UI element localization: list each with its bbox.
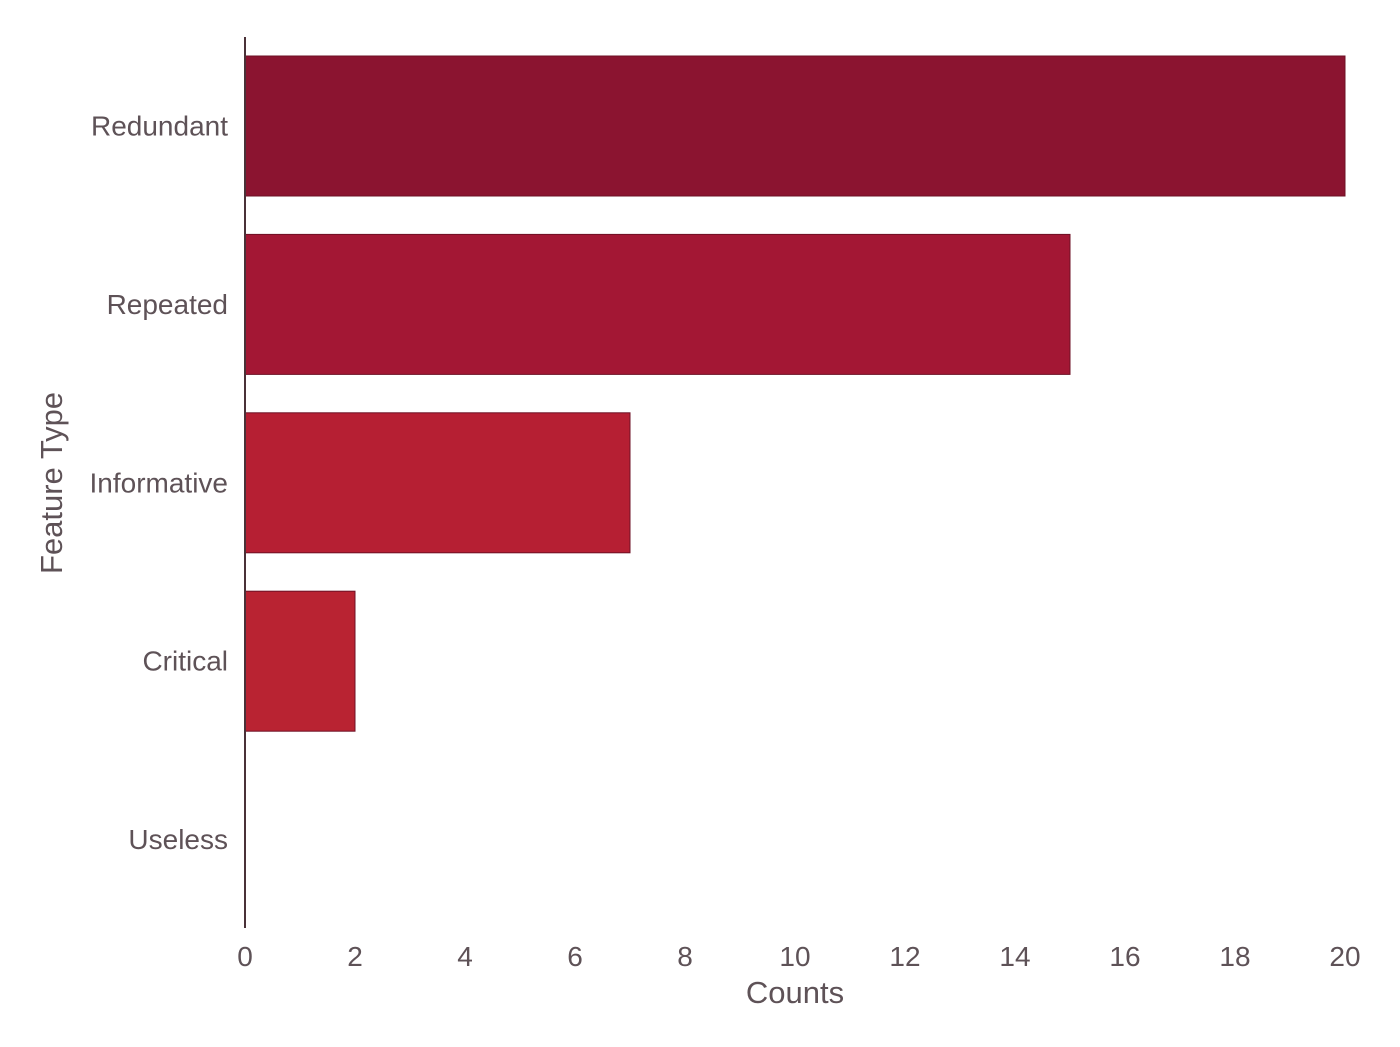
category-label-informative: Informative (90, 467, 229, 498)
x-tick-label-16: 16 (1109, 941, 1140, 972)
x-axis-title: Counts (746, 975, 844, 1010)
y-axis-title: Feature Type (34, 392, 69, 574)
category-label-useless: Useless (128, 824, 228, 855)
category-label-redundant: Redundant (91, 111, 228, 142)
x-tick-label-6: 6 (567, 941, 583, 972)
x-tick-label-0: 0 (237, 941, 253, 972)
bar-repeated (244, 233, 1071, 375)
bars-layer (244, 55, 1346, 732)
x-tick-label-14: 14 (999, 941, 1030, 972)
bar-critical (244, 590, 356, 732)
category-label-repeated: Repeated (107, 289, 228, 320)
bar-informative (244, 412, 631, 554)
x-tick-label-10: 10 (779, 941, 810, 972)
x-tick-label-20: 20 (1329, 941, 1360, 972)
category-label-critical: Critical (142, 646, 228, 677)
x-tick-label-18: 18 (1219, 941, 1250, 972)
x-tick-label-12: 12 (889, 941, 920, 972)
x-tick-labels: 0 2 4 6 8 10 12 14 16 18 20 (237, 941, 1360, 972)
bar-redundant (244, 55, 1346, 197)
x-tick-label-8: 8 (677, 941, 693, 972)
category-labels: Redundant Repeated Informative Critical Usel… (90, 111, 229, 856)
x-tick-label-4: 4 (457, 941, 473, 972)
x-tick-label-2: 2 (347, 941, 363, 972)
